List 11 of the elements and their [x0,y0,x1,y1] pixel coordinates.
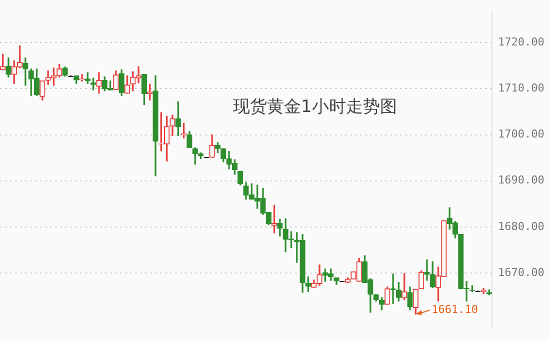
candlestick [424,259,430,281]
candlestick [22,57,28,86]
y-tick-label: 1700.00 [498,128,544,141]
annotation: 1661.10 [432,302,478,316]
y-tick-label: 1670.00 [498,266,544,279]
y-tick-label: 1690.00 [498,174,544,187]
y-tick-label: 1710.00 [498,82,544,95]
candlestick [79,74,85,82]
text: 现货黄金1小时走势图 [232,96,397,117]
y-tick-label: 1720.00 [498,35,544,48]
y-tick-label: 1680.00 [498,220,544,233]
